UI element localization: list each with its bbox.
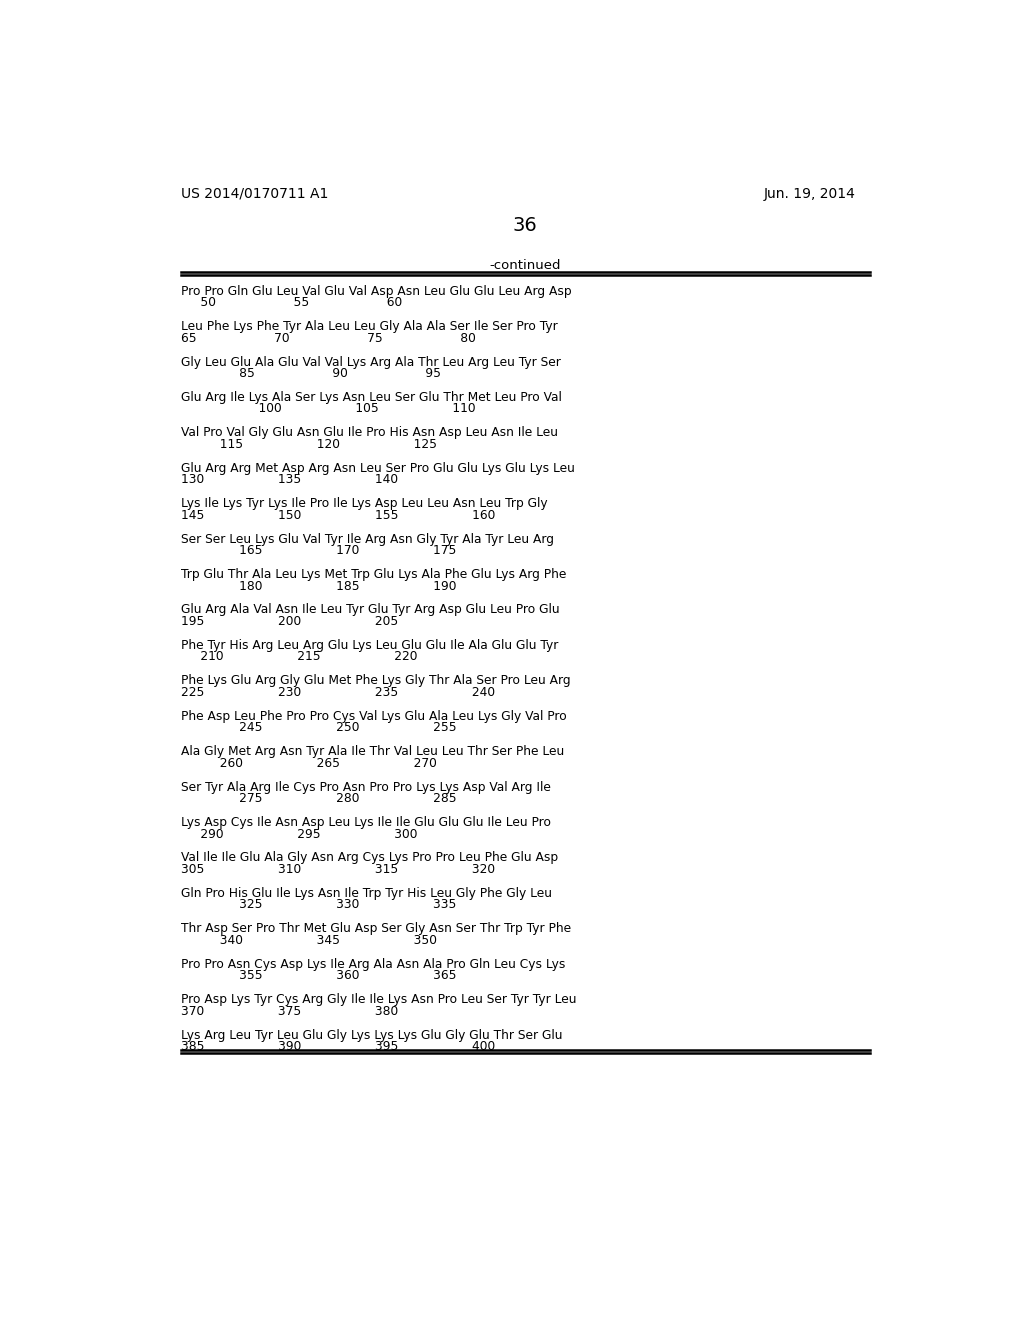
Text: Ala Gly Met Arg Asn Tyr Ala Ile Thr Val Leu Leu Thr Ser Phe Leu: Ala Gly Met Arg Asn Tyr Ala Ile Thr Val …	[180, 744, 564, 758]
Text: Glu Arg Arg Met Asp Arg Asn Leu Ser Pro Glu Glu Lys Glu Lys Leu: Glu Arg Arg Met Asp Arg Asn Leu Ser Pro …	[180, 462, 574, 475]
Text: Phe Tyr His Arg Leu Arg Glu Lys Leu Glu Glu Ile Ala Glu Glu Tyr: Phe Tyr His Arg Leu Arg Glu Lys Leu Glu …	[180, 639, 558, 652]
Text: 145                   150                   155                   160: 145 150 155 160	[180, 508, 495, 521]
Text: Glu Arg Ala Val Asn Ile Leu Tyr Glu Tyr Arg Asp Glu Leu Pro Glu: Glu Arg Ala Val Asn Ile Leu Tyr Glu Tyr …	[180, 603, 559, 616]
Text: 305                   310                   315                   320: 305 310 315 320	[180, 863, 495, 876]
Text: Pro Pro Asn Cys Asp Lys Ile Arg Ala Asn Ala Pro Gln Leu Cys Lys: Pro Pro Asn Cys Asp Lys Ile Arg Ala Asn …	[180, 958, 565, 970]
Text: 130                   135                   140: 130 135 140	[180, 474, 398, 486]
Text: Glu Arg Ile Lys Ala Ser Lys Asn Leu Ser Glu Thr Met Leu Pro Val: Glu Arg Ile Lys Ala Ser Lys Asn Leu Ser …	[180, 391, 561, 404]
Text: -continued: -continued	[489, 259, 560, 272]
Text: 115                   120                   125: 115 120 125	[180, 438, 436, 451]
Text: 385                   390                   395                   400: 385 390 395 400	[180, 1040, 495, 1053]
Text: 36: 36	[512, 216, 538, 235]
Text: 180                   185                   190: 180 185 190	[180, 579, 457, 593]
Text: 165                   170                   175: 165 170 175	[180, 544, 456, 557]
Text: Lys Asp Cys Ile Asn Asp Leu Lys Ile Ile Glu Glu Glu Ile Leu Pro: Lys Asp Cys Ile Asn Asp Leu Lys Ile Ile …	[180, 816, 551, 829]
Text: Gln Pro His Glu Ile Lys Asn Ile Trp Tyr His Leu Gly Phe Gly Leu: Gln Pro His Glu Ile Lys Asn Ile Trp Tyr …	[180, 887, 552, 900]
Text: 355                   360                   365: 355 360 365	[180, 969, 457, 982]
Text: 85                    90                    95: 85 90 95	[180, 367, 440, 380]
Text: 325                   330                   335: 325 330 335	[180, 899, 456, 911]
Text: 245                   250                   255: 245 250 255	[180, 721, 457, 734]
Text: Val Ile Ile Glu Ala Gly Asn Arg Cys Lys Pro Pro Leu Phe Glu Asp: Val Ile Ile Glu Ala Gly Asn Arg Cys Lys …	[180, 851, 558, 865]
Text: Ser Ser Leu Lys Glu Val Tyr Ile Arg Asn Gly Tyr Ala Tyr Leu Arg: Ser Ser Leu Lys Glu Val Tyr Ile Arg Asn …	[180, 533, 554, 545]
Text: 290                   295                   300: 290 295 300	[180, 828, 417, 841]
Text: Thr Asp Ser Pro Thr Met Glu Asp Ser Gly Asn Ser Thr Trp Tyr Phe: Thr Asp Ser Pro Thr Met Glu Asp Ser Gly …	[180, 923, 570, 936]
Text: 50                    55                    60: 50 55 60	[180, 296, 402, 309]
Text: 100                   105                   110: 100 105 110	[180, 403, 475, 416]
Text: Val Pro Val Gly Glu Asn Glu Ile Pro His Asn Asp Leu Asn Ile Leu: Val Pro Val Gly Glu Asn Glu Ile Pro His …	[180, 426, 558, 440]
Text: Ser Tyr Ala Arg Ile Cys Pro Asn Pro Pro Lys Lys Asp Val Arg Ile: Ser Tyr Ala Arg Ile Cys Pro Asn Pro Pro …	[180, 780, 551, 793]
Text: Trp Glu Thr Ala Leu Lys Met Trp Glu Lys Ala Phe Glu Lys Arg Phe: Trp Glu Thr Ala Leu Lys Met Trp Glu Lys …	[180, 568, 566, 581]
Text: Gly Leu Glu Ala Glu Val Val Lys Arg Ala Thr Leu Arg Leu Tyr Ser: Gly Leu Glu Ala Glu Val Val Lys Arg Ala …	[180, 355, 560, 368]
Text: Pro Pro Gln Glu Leu Val Glu Val Asp Asn Leu Glu Glu Leu Arg Asp: Pro Pro Gln Glu Leu Val Glu Val Asp Asn …	[180, 285, 571, 298]
Text: 370                   375                   380: 370 375 380	[180, 1005, 398, 1018]
Text: Lys Ile Lys Tyr Lys Ile Pro Ile Lys Asp Leu Leu Asn Leu Trp Gly: Lys Ile Lys Tyr Lys Ile Pro Ile Lys Asp …	[180, 498, 547, 511]
Text: 195                   200                   205: 195 200 205	[180, 615, 398, 628]
Text: Leu Phe Lys Phe Tyr Ala Leu Leu Gly Ala Ala Ser Ile Ser Pro Tyr: Leu Phe Lys Phe Tyr Ala Leu Leu Gly Ala …	[180, 321, 557, 333]
Text: Phe Asp Leu Phe Pro Pro Cys Val Lys Glu Ala Leu Lys Gly Val Pro: Phe Asp Leu Phe Pro Pro Cys Val Lys Glu …	[180, 710, 566, 723]
Text: 225                   230                   235                   240: 225 230 235 240	[180, 686, 495, 698]
Text: 260                   265                   270: 260 265 270	[180, 756, 436, 770]
Text: Phe Lys Glu Arg Gly Glu Met Phe Lys Gly Thr Ala Ser Pro Leu Arg: Phe Lys Glu Arg Gly Glu Met Phe Lys Gly …	[180, 675, 570, 688]
Text: Jun. 19, 2014: Jun. 19, 2014	[764, 187, 855, 201]
Text: Pro Asp Lys Tyr Cys Arg Gly Ile Ile Lys Asn Pro Leu Ser Tyr Tyr Leu: Pro Asp Lys Tyr Cys Arg Gly Ile Ile Lys …	[180, 993, 577, 1006]
Text: 275                   280                   285: 275 280 285	[180, 792, 457, 805]
Text: Lys Arg Leu Tyr Leu Glu Gly Lys Lys Lys Glu Gly Glu Thr Ser Glu: Lys Arg Leu Tyr Leu Glu Gly Lys Lys Lys …	[180, 1028, 562, 1041]
Text: 65                    70                    75                    80: 65 70 75 80	[180, 331, 475, 345]
Text: US 2014/0170711 A1: US 2014/0170711 A1	[180, 187, 328, 201]
Text: 340                   345                   350: 340 345 350	[180, 933, 436, 946]
Text: 210                   215                   220: 210 215 220	[180, 651, 417, 664]
